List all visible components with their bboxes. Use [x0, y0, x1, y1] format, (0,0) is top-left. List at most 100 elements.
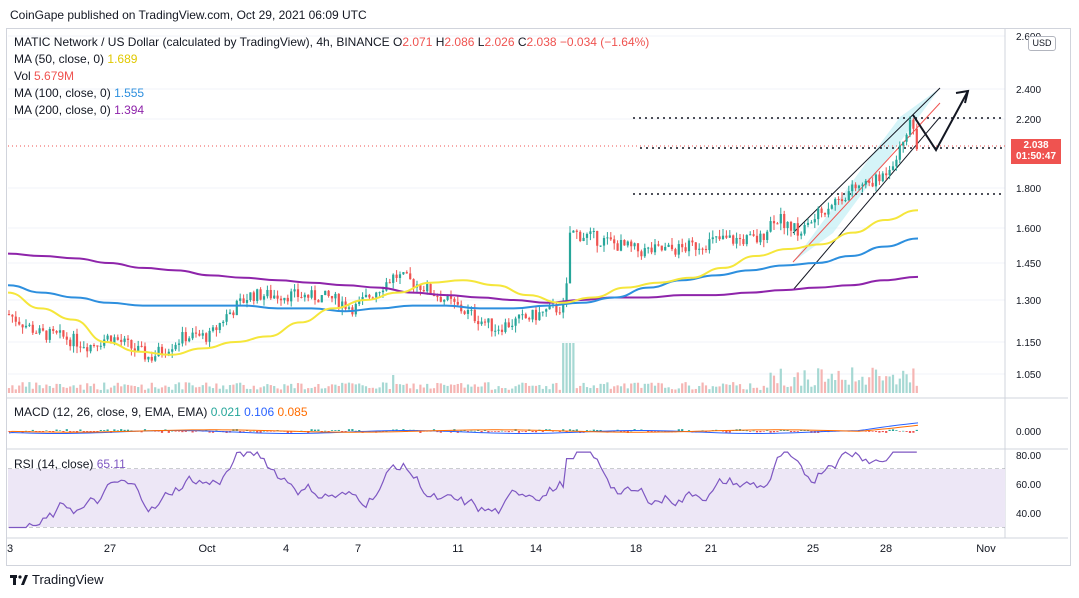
candle-body — [116, 337, 119, 340]
volume-bar — [286, 385, 289, 393]
candle-body — [558, 312, 561, 314]
volume-bar — [891, 374, 895, 393]
legend-ma100[interactable]: MA (100, close, 0) 1.555 — [14, 85, 144, 102]
volume-bar — [626, 388, 629, 393]
tradingview-logo[interactable]: TradingView — [10, 572, 104, 587]
volume-bar — [633, 382, 636, 393]
candle-body — [776, 223, 779, 225]
legend-macd[interactable]: MACD (12, 26, close, 9, EMA, EMA) 0.021 … — [14, 404, 308, 421]
candle-body — [446, 295, 449, 300]
volume-bar — [602, 384, 606, 393]
volume-bar — [745, 389, 748, 393]
volume-bar — [606, 382, 609, 393]
candle-body — [684, 247, 687, 252]
candle-body — [324, 290, 327, 296]
macd-bar — [286, 431, 289, 433]
volume-bar — [436, 383, 439, 393]
legend-volume[interactable]: Vol 5.679M — [14, 68, 74, 85]
candle-body — [109, 335, 113, 343]
macd-bar — [776, 431, 779, 432]
volume-bar — [429, 388, 432, 393]
legend-rsi[interactable]: RSI (14, close) 65.11 — [14, 456, 126, 473]
volume-bar — [684, 382, 687, 393]
volume-bar — [477, 386, 480, 393]
candle-body — [45, 330, 48, 340]
candle-body — [120, 339, 123, 342]
volume-bar — [140, 384, 143, 393]
volume-bar — [908, 382, 912, 393]
candle-body — [912, 119, 915, 129]
macd-value-3: 0.085 — [277, 405, 308, 419]
close-label: C — [517, 35, 527, 49]
macd-bar — [704, 431, 708, 433]
candle-body — [429, 283, 432, 294]
macd-bar — [789, 431, 793, 433]
volume-bar — [752, 387, 755, 393]
candle-body — [262, 296, 266, 300]
volume-bar — [205, 382, 208, 393]
rsi-tick-label: 60.00 — [1016, 480, 1041, 491]
legend-ma200[interactable]: MA (200, close, 0) 1.394 — [14, 102, 144, 119]
volume-bar — [453, 384, 456, 393]
volume-bar — [864, 384, 867, 393]
candle-body — [235, 300, 238, 316]
macd-tick-label: 0.000 — [1016, 427, 1041, 438]
macd-bar — [38, 431, 41, 432]
volume-bar — [545, 386, 548, 393]
macd-bar — [252, 430, 255, 432]
candle-body — [58, 330, 62, 333]
candle-body — [28, 324, 31, 326]
macd-bar — [140, 431, 143, 433]
macd-bar — [490, 431, 493, 432]
candle-body — [130, 339, 133, 349]
volume-bar — [905, 374, 908, 393]
candle-body — [140, 345, 143, 347]
change-value: −0.034 (−1.64%) — [559, 35, 650, 49]
rsi-line — [9, 451, 917, 529]
macd-bar — [497, 431, 500, 432]
candle-body — [575, 230, 578, 232]
volume-bar — [215, 383, 218, 393]
macd-bar — [470, 430, 473, 432]
legend-ma50[interactable]: MA (50, close, 0) 1.689 — [14, 51, 137, 68]
candle-body — [545, 309, 548, 312]
candle-body — [653, 244, 657, 253]
volume-bars — [7, 343, 918, 393]
macd-bar — [687, 430, 691, 431]
candle-body — [647, 247, 650, 249]
volume-bar — [650, 382, 653, 393]
volume-bar — [599, 383, 602, 393]
price-tick-label: 1.800 — [1016, 184, 1041, 195]
candle-body — [708, 239, 711, 251]
volume-bar — [276, 388, 279, 393]
candle-body — [371, 297, 374, 299]
volume-bar — [623, 383, 626, 393]
volume-bar — [460, 383, 463, 393]
macd-bar — [677, 429, 680, 431]
candle-body — [827, 208, 830, 215]
rsi-tick-label: 80.00 — [1016, 451, 1041, 462]
candle-body — [562, 300, 565, 313]
candle-body — [470, 309, 473, 311]
volume-bar — [796, 372, 799, 393]
candle-body — [898, 145, 901, 160]
currency-badge[interactable]: USD — [1028, 36, 1056, 51]
candle-body — [524, 314, 527, 319]
candle-body — [228, 312, 232, 315]
candle-body — [820, 208, 823, 213]
volume-bar — [854, 381, 857, 393]
time-tick-label: 25 — [807, 543, 819, 555]
macd-bar — [507, 431, 510, 433]
candle-body — [72, 333, 75, 347]
volume-bar — [616, 385, 619, 393]
macd-bar — [885, 431, 888, 433]
candle-body — [52, 328, 55, 332]
candle-body — [137, 345, 140, 352]
macd-bar — [194, 431, 198, 432]
macd-bar — [96, 431, 99, 432]
candle-body — [133, 348, 136, 352]
volume-bar — [96, 389, 99, 393]
macd-bar — [881, 431, 884, 433]
volume-bar — [885, 376, 888, 393]
